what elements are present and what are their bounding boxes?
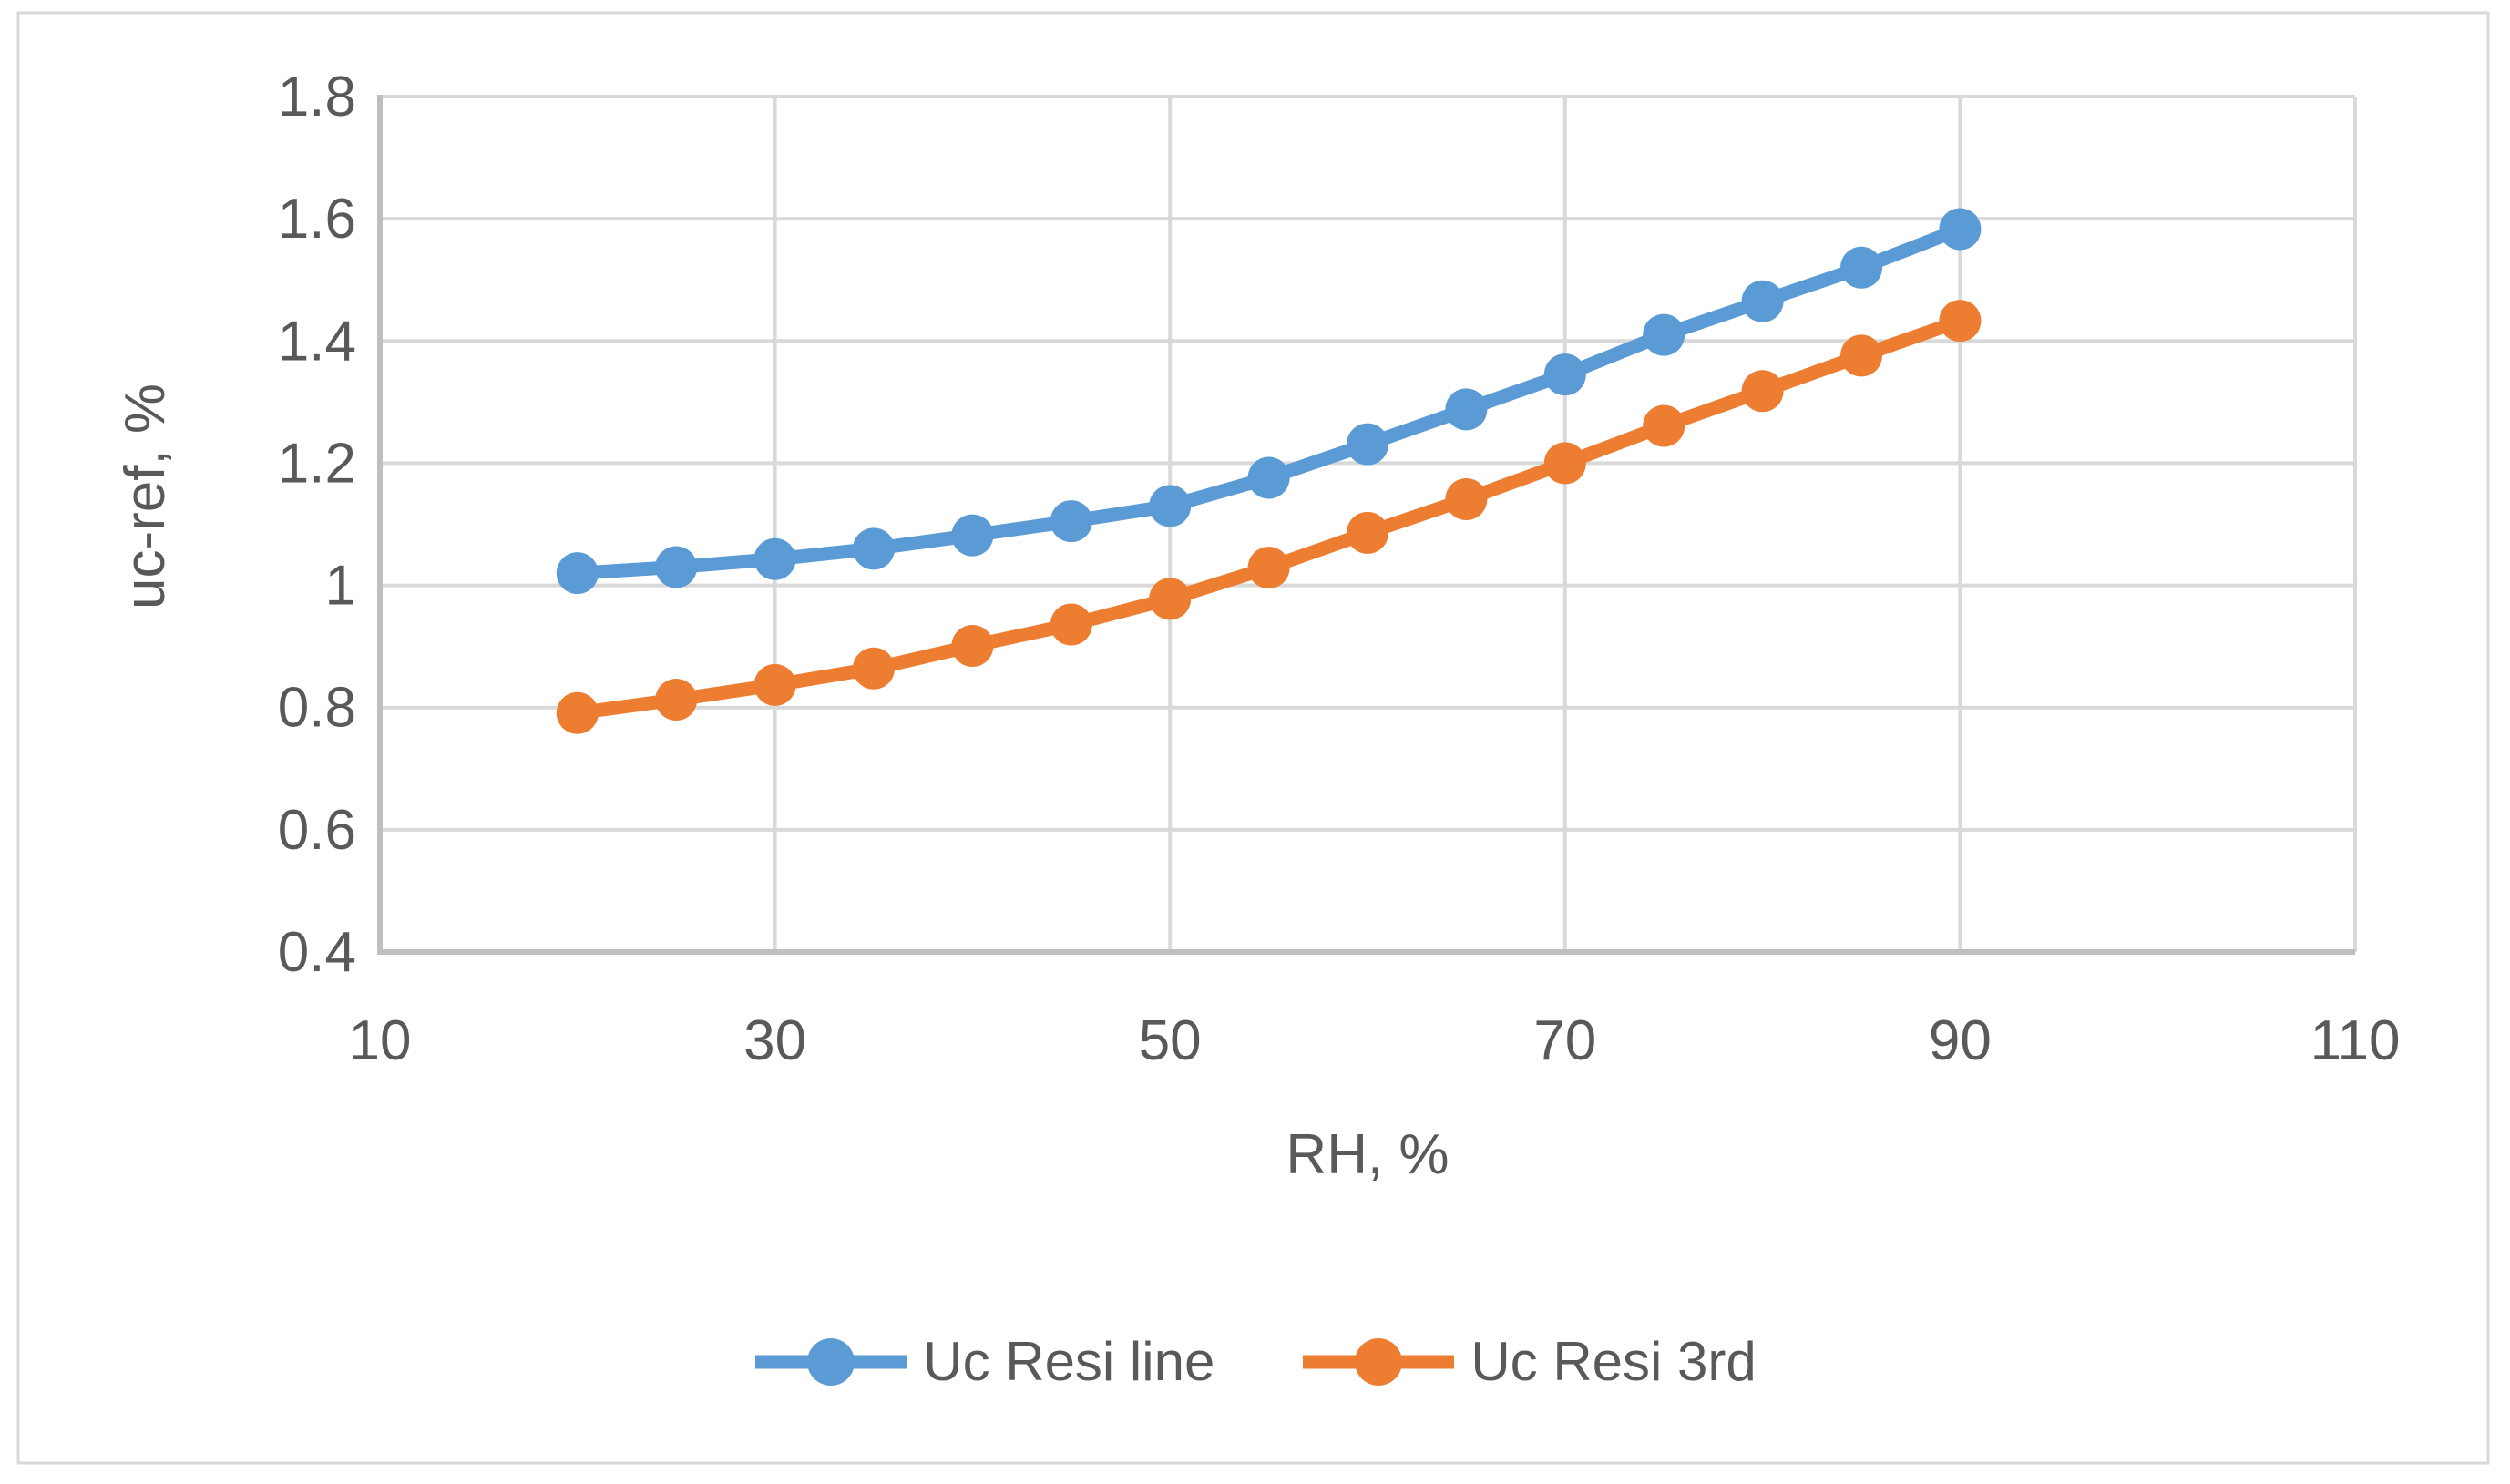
- data-point-marker: [1939, 300, 1981, 342]
- y-tick-label: 0.4: [278, 921, 356, 984]
- x-tick-label: 50: [1139, 1009, 1202, 1072]
- y-tick-label: 1.2: [278, 432, 356, 495]
- data-point-marker: [1050, 500, 1092, 542]
- y-tick-label: 1: [325, 555, 356, 618]
- data-point-marker: [1840, 334, 1882, 376]
- data-point-marker: [557, 552, 599, 594]
- y-tick-label: 1.6: [278, 188, 356, 251]
- data-point-marker: [655, 679, 697, 721]
- data-point-marker: [1248, 547, 1290, 588]
- data-point-marker: [1445, 388, 1487, 430]
- data-point-marker: [1544, 353, 1586, 395]
- data-point-marker: [1050, 603, 1092, 645]
- data-point-marker: [1149, 578, 1191, 619]
- data-point-marker: [557, 692, 599, 734]
- legend-line-marker-icon: [753, 1333, 908, 1391]
- data-point-marker: [951, 515, 993, 557]
- legend-line-marker-icon: [1301, 1333, 1456, 1391]
- data-point-marker: [1742, 281, 1784, 322]
- legend: Uc Resi line Uc Resi 3rd: [0, 1321, 2510, 1403]
- x-tick-label: 90: [1929, 1009, 1992, 1072]
- data-point-marker: [1643, 314, 1685, 356]
- data-point-marker: [853, 648, 895, 690]
- data-point-marker: [655, 546, 697, 588]
- plot-series: [557, 209, 1982, 734]
- series-uc-resi-3rd: [557, 300, 1982, 734]
- y-tick-label: 1.8: [278, 66, 356, 128]
- data-point-marker: [1248, 457, 1290, 499]
- data-point-marker: [1347, 424, 1388, 466]
- chart-figure: 0.4 0.6 0.8 1 1.2 1.4 1.6 1.8 10 30 50 70 90 110 RH, …: [0, 0, 2510, 1484]
- data-point-marker: [853, 527, 895, 569]
- y-tick-label: 0.6: [278, 799, 356, 862]
- legend-label: Uc Resi 3rd: [1470, 1335, 1756, 1389]
- x-tick-label: 70: [1533, 1009, 1596, 1072]
- data-point-marker: [1544, 442, 1586, 484]
- data-point-marker: [1742, 370, 1784, 412]
- data-point-marker: [1643, 405, 1685, 447]
- y-tick-label: 1.4: [278, 310, 356, 373]
- data-point-marker: [951, 625, 993, 667]
- chart-canvas: 0.4 0.6 0.8 1 1.2 1.4 1.6 1.8 10 30 50 70 90 110 RH, …: [0, 0, 2510, 1484]
- data-point-marker: [1445, 478, 1487, 520]
- data-point-marker: [754, 664, 796, 706]
- legend-item-uc-resi-3rd: Uc Resi 3rd: [1301, 1333, 1756, 1391]
- x-tick-label: 110: [2310, 1009, 2401, 1072]
- data-point-marker: [1347, 512, 1388, 554]
- chart-border: [18, 13, 2488, 1463]
- data-point-marker: [1840, 247, 1882, 289]
- y-axis-title: uc-ref, %: [114, 384, 177, 609]
- x-axis-title: RH, %: [1286, 1123, 1449, 1186]
- data-point-marker: [1149, 485, 1191, 527]
- x-tick-label: 10: [349, 1009, 412, 1072]
- data-point-marker: [754, 538, 796, 580]
- data-point-marker: [1939, 209, 1981, 251]
- legend-item-uc-resi-line: Uc Resi line: [753, 1333, 1214, 1391]
- y-tick-label: 0.8: [278, 677, 356, 740]
- x-tick-label: 30: [743, 1009, 806, 1072]
- legend-label: Uc Resi line: [923, 1335, 1214, 1389]
